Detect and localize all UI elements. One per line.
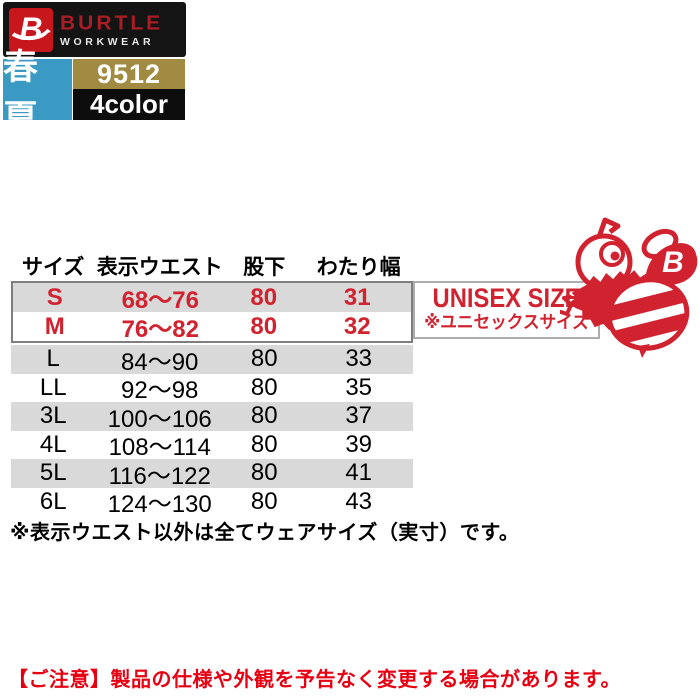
product-code-badge: 9512 (73, 59, 185, 89)
cell-size: 6L (39, 487, 67, 515)
cell-waist: 68〜76 (121, 287, 199, 314)
brand-logotype: BURTLE WORKWEAR (60, 13, 163, 48)
cell-size: 3L (39, 402, 67, 430)
cell-waist: 116〜122 (108, 462, 211, 490)
cell-size: S (46, 283, 63, 311)
size-table: サイズ 表示ウエスト 股下 わたり幅 S 68〜76 80 31 M 76〜82… (11, 250, 413, 518)
table-row-l: L 84〜90 80 33 (11, 345, 413, 376)
cell-watari: 43 (345, 487, 373, 515)
cell-watari: 39 (345, 430, 373, 458)
brand-logo: B BURTLE WORKWEAR (3, 2, 186, 57)
table-row-m: M 76〜82 80 32 (13, 312, 411, 343)
color-count-badge: 4color (73, 89, 185, 120)
product-badges: 春夏 9512 4color (3, 48, 185, 138)
unisex-size-title: UNISEX SIZE (432, 283, 581, 313)
cell-inseam: 80 (250, 283, 278, 311)
cell-inseam: 80 (250, 345, 278, 373)
cell-inseam: 80 (250, 373, 278, 401)
badge-column: 9512 4color (73, 59, 185, 120)
header-size: サイズ (22, 255, 85, 279)
bee-mascot-illustration: B (559, 208, 700, 363)
table-row-ll: LL 92〜98 80 35 (11, 373, 413, 404)
cell-size: LL (39, 373, 67, 401)
table-row-4l: 4L 108〜114 80 39 (11, 430, 413, 461)
cell-waist: 84〜90 (121, 348, 199, 376)
size-note-text: ※表示ウエスト以外は全てウェアサイズ（実寸）です。 (10, 522, 520, 544)
table-row-6l: 6L 124〜130 80 43 (11, 487, 413, 518)
cell-size: 4L (39, 430, 67, 458)
cell-waist: 124〜130 (107, 491, 212, 519)
cell-waist: 92〜98 (121, 377, 199, 405)
cell-watari: 37 (345, 402, 373, 430)
header-watari: わたり幅 (316, 255, 401, 279)
burtle-b-logo-icon: B (9, 7, 53, 52)
cell-inseam: 80 (250, 487, 278, 515)
header-waist: 表示ウエスト (96, 255, 223, 279)
cell-size: 5L (39, 459, 67, 487)
cell-waist: 76〜82 (121, 316, 199, 343)
cell-inseam: 80 (250, 402, 278, 430)
cell-watari: 31 (343, 283, 371, 311)
cell-watari: 33 (345, 345, 373, 373)
cell-waist: 108〜114 (108, 434, 211, 462)
b-emblem-icon: B (11, 11, 51, 47)
table-row-3l: 3L 100〜106 80 37 (11, 402, 413, 433)
cell-size: L (46, 345, 60, 373)
size-table-header: サイズ 表示ウエスト 股下 わたり幅 (11, 250, 413, 281)
cell-watari: 32 (343, 312, 371, 340)
season-badge: 春夏 (3, 48, 72, 138)
cell-inseam: 80 (250, 312, 278, 340)
cell-watari: 41 (345, 459, 373, 487)
cell-inseam: 80 (250, 430, 278, 458)
svg-text:B: B (662, 246, 684, 279)
cell-waist: 100〜106 (107, 405, 212, 433)
caution-notice-text: 【ご注意】製品の仕様や外観を予告なく変更する場合があります。 (8, 669, 621, 691)
highlighted-size-box: S 68〜76 80 31 M 76〜82 80 32 (11, 281, 413, 343)
header-inseam: 股下 (243, 255, 286, 279)
table-row-s: S 68〜76 80 31 (13, 283, 411, 314)
table-row-5l: 5L 116〜122 80 41 (11, 459, 413, 490)
brand-name-text: BURTLE (60, 12, 164, 35)
brand-subtitle-text: WORKWEAR (60, 36, 155, 49)
cell-size: M (44, 312, 65, 340)
unisex-size-subtitle: ※ユニセックスサイズ (424, 312, 589, 333)
cell-watari: 35 (345, 373, 373, 401)
size-table-body: L 84〜90 80 33 LL 92〜98 80 35 3L 100〜106 … (11, 345, 413, 518)
cell-inseam: 80 (250, 459, 278, 487)
